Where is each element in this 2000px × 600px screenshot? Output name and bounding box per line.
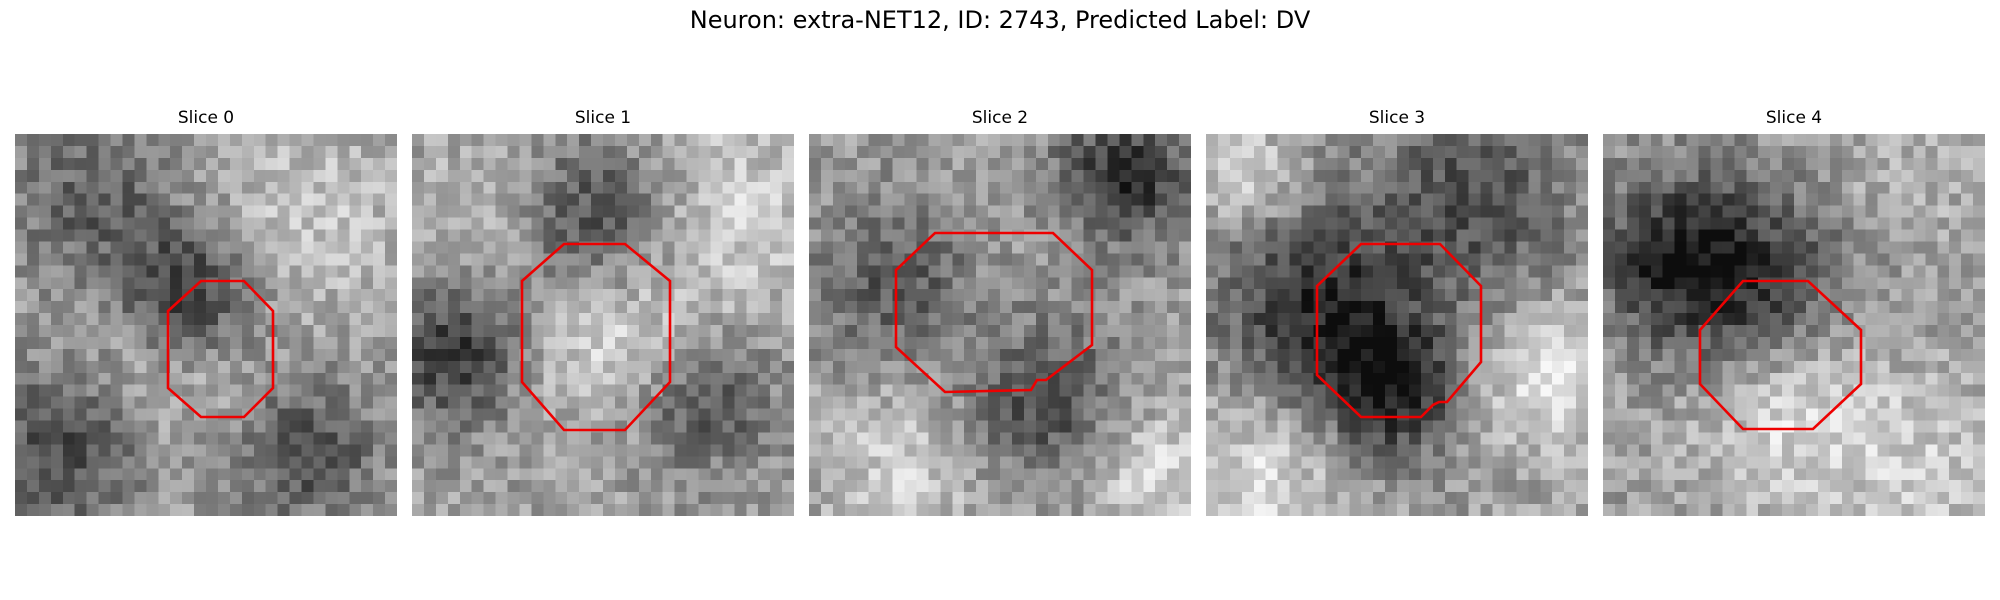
roi-outline-4 — [1698, 279, 1863, 431]
slice-title-2: Slice 2 — [971, 108, 1029, 128]
slice-image-3 — [1206, 134, 1588, 516]
slice-image-4 — [1603, 134, 1985, 516]
roi-outline-0 — [166, 279, 275, 419]
roi-polygon-0 — [166, 279, 275, 419]
slice-title-1: Slice 1 — [574, 108, 632, 128]
slice-title-3: Slice 3 — [1368, 108, 1426, 128]
roi-polygon-2 — [894, 231, 1094, 394]
roi-outline-1 — [520, 242, 672, 432]
slice-panel-3: Slice 3 — [1206, 108, 1588, 516]
slice-panel-1: Slice 1 — [412, 108, 794, 516]
figure-title: Neuron: extra-NET12, ID: 2743, Predicted… — [689, 6, 1311, 34]
slice-panel-4: Slice 4 — [1603, 108, 1985, 516]
slice-title-0: Slice 0 — [177, 108, 235, 128]
slice-title-4: Slice 4 — [1765, 108, 1823, 128]
slice-image-0 — [15, 134, 397, 516]
roi-polygon-1 — [520, 242, 672, 432]
roi-polygon-4 — [1698, 279, 1863, 431]
slice-image-1 — [412, 134, 794, 516]
slice-panel-2: Slice 2 — [809, 108, 1191, 516]
roi-outline-3 — [1315, 242, 1483, 419]
roi-outline-2 — [894, 231, 1094, 394]
slice-panel-0: Slice 0 — [15, 108, 397, 516]
slice-image-2 — [809, 134, 1191, 516]
roi-polygon-3 — [1315, 242, 1483, 419]
